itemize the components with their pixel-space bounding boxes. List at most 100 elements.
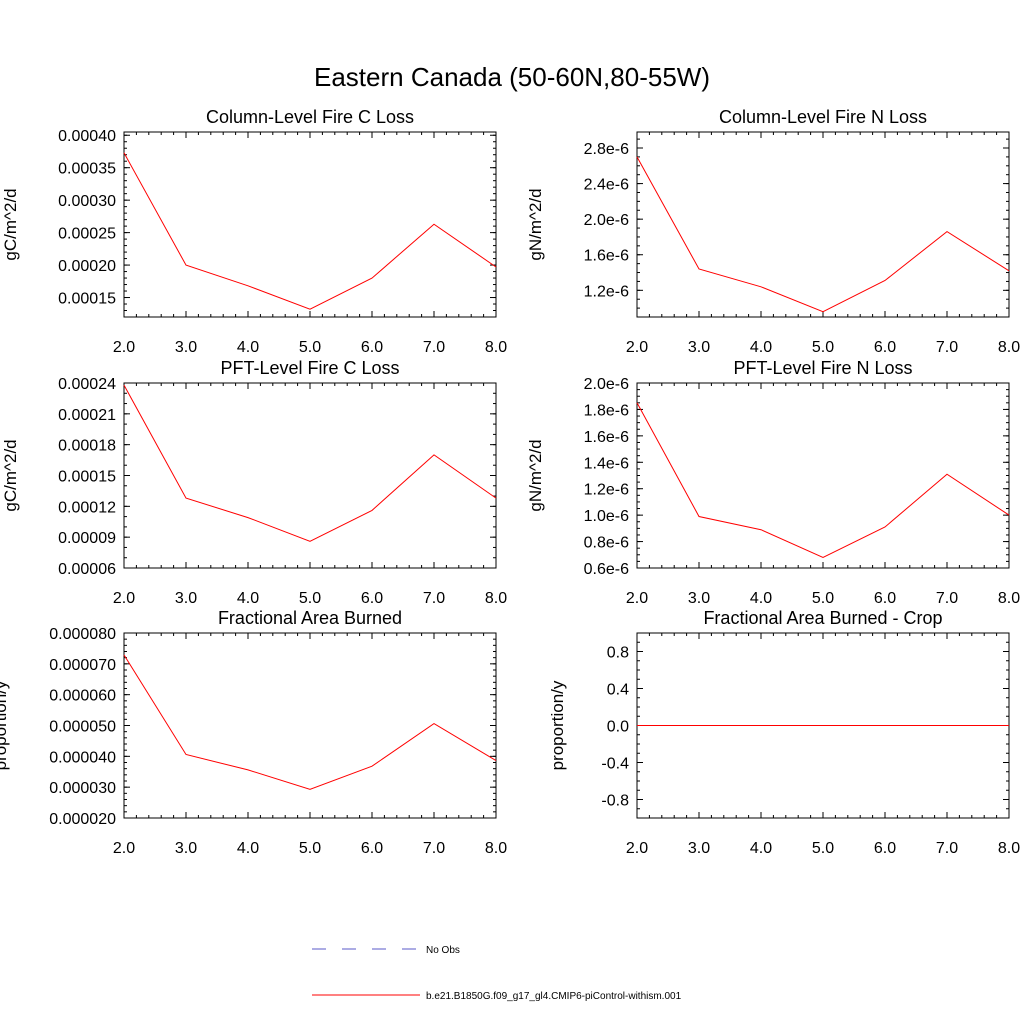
x-tick-label: 2.0 — [113, 840, 135, 857]
x-tick-label: 5.0 — [299, 840, 321, 857]
x-tick-label: 8.0 — [998, 339, 1020, 356]
y-axis-label: proportion/y — [548, 680, 567, 770]
y-tick-label: 1.0e-6 — [584, 508, 629, 525]
panel-title: Fractional Area Burned — [218, 608, 402, 628]
x-tick-label: 5.0 — [812, 339, 834, 356]
x-tick-label: 4.0 — [237, 590, 259, 607]
x-tick-label: 8.0 — [998, 590, 1020, 607]
x-tick-label: 6.0 — [874, 840, 896, 857]
y-tick-label: 0.6e-6 — [584, 561, 629, 578]
y-tick-label: 1.6e-6 — [584, 429, 629, 446]
x-tick-label: 7.0 — [423, 840, 445, 857]
series-line — [123, 384, 497, 542]
x-tick-label: 4.0 — [237, 339, 259, 356]
x-tick-label: 5.0 — [299, 339, 321, 356]
x-tick-label: 2.0 — [626, 339, 648, 356]
y-tick-label: 0.000080 — [49, 626, 116, 643]
y-tick-label: 0.00035 — [58, 161, 116, 178]
panel-4: PFT-Level Fire N Loss gN/m^2/d 2.0 3.0 4.0 5.… — [526, 358, 1020, 607]
x-tick-label: 6.0 — [874, 590, 896, 607]
panel-6: Fractional Area Burned - Crop proportion/… — [548, 608, 1020, 857]
x-tick-label: 8.0 — [485, 590, 507, 607]
x-tick-label: 8.0 — [485, 840, 507, 857]
x-tick-label: 3.0 — [175, 590, 197, 607]
x-tick-label: 5.0 — [812, 590, 834, 607]
x-tick-label: 2.0 — [113, 339, 135, 356]
plot-frame — [123, 131, 497, 318]
y-tick-label: 0.4 — [607, 682, 629, 699]
y-tick-label: 2.0e-6 — [584, 376, 629, 393]
y-tick-label: 0.000060 — [49, 688, 116, 705]
y-axis-label: gC/m^2/d — [1, 439, 20, 511]
panel-2: Column-Level Fire N Loss gN/m^2/d 2.0 3.0 4.… — [526, 107, 1020, 356]
y-tick-label: 0.000040 — [49, 749, 116, 766]
panels: Column-Level Fire C Loss gC/m^2/d 2.0 3.0 4.… — [0, 107, 1020, 857]
panel-title: Fractional Area Burned - Crop — [703, 608, 942, 628]
x-tick-label: 5.0 — [299, 590, 321, 607]
y-tick-label: 0.00021 — [58, 407, 116, 424]
series-line — [123, 654, 497, 790]
plot-frame — [636, 382, 1010, 569]
x-tick-label: 6.0 — [874, 339, 896, 356]
y-tick-label: 0.00009 — [58, 530, 116, 547]
y-tick-label: -0.4 — [601, 756, 629, 773]
x-tick-label: 3.0 — [688, 339, 710, 356]
panel-title: PFT-Level Fire N Loss — [733, 358, 912, 378]
y-tick-label: 1.2e-6 — [584, 283, 629, 300]
series-line — [123, 152, 497, 310]
x-tick-label: 4.0 — [750, 840, 772, 857]
panel-title: Column-Level Fire C Loss — [206, 107, 414, 127]
y-tick-label: 0.00018 — [58, 438, 116, 455]
x-tick-label: 2.0 — [113, 590, 135, 607]
y-tick-label: -0.8 — [601, 793, 629, 810]
y-axis-label: proportion/y — [0, 680, 10, 770]
x-tick-label: 5.0 — [812, 840, 834, 857]
y-tick-label: 0.000070 — [49, 657, 116, 674]
y-tick-label: 0.000050 — [49, 719, 116, 736]
y-tick-label: 0.00025 — [58, 226, 116, 243]
y-tick-label: 0.00015 — [58, 291, 116, 308]
y-tick-label: 2.8e-6 — [584, 141, 629, 158]
y-tick-label: 1.8e-6 — [584, 402, 629, 419]
x-tick-label: 6.0 — [361, 840, 383, 857]
x-tick-label: 6.0 — [361, 590, 383, 607]
plot-frame — [123, 382, 497, 569]
x-tick-label: 7.0 — [936, 840, 958, 857]
y-tick-label: 0.8 — [607, 645, 629, 662]
y-tick-label: 0.00024 — [58, 376, 116, 393]
series-line — [636, 156, 1010, 313]
y-tick-label: 2.4e-6 — [584, 177, 629, 194]
y-tick-label: 0.00030 — [58, 193, 116, 210]
y-tick-label: 1.6e-6 — [584, 248, 629, 265]
x-tick-label: 7.0 — [936, 590, 958, 607]
y-tick-label: 0.00015 — [58, 469, 116, 486]
x-tick-label: 3.0 — [688, 840, 710, 857]
x-tick-label: 7.0 — [423, 590, 445, 607]
panel-title: Column-Level Fire N Loss — [719, 107, 927, 127]
y-tick-label: 2.0e-6 — [584, 212, 629, 229]
y-tick-label: 0.000020 — [49, 811, 116, 828]
series-line — [636, 402, 1010, 558]
y-tick-label: 0.000030 — [49, 780, 116, 797]
y-tick-label: 0.00040 — [58, 128, 116, 145]
y-tick-label: 1.2e-6 — [584, 482, 629, 499]
panel-1: Column-Level Fire C Loss gC/m^2/d 2.0 3.0 4.… — [1, 107, 507, 356]
x-tick-label: 4.0 — [750, 590, 772, 607]
plot-frame — [123, 632, 497, 819]
x-tick-label: 2.0 — [626, 590, 648, 607]
x-tick-label: 4.0 — [750, 339, 772, 356]
x-tick-label: 8.0 — [485, 339, 507, 356]
y-tick-label: 0.0 — [607, 719, 629, 736]
panel-title: PFT-Level Fire C Loss — [220, 358, 399, 378]
y-tick-label: 1.4e-6 — [584, 455, 629, 472]
x-tick-label: 6.0 — [361, 339, 383, 356]
x-tick-label: 7.0 — [423, 339, 445, 356]
y-axis-label: gN/m^2/d — [526, 188, 545, 260]
x-tick-label: 8.0 — [998, 840, 1020, 857]
y-tick-label: 0.00020 — [58, 258, 116, 275]
panel-3: PFT-Level Fire C Loss gC/m^2/d 2.0 3.0 4.0 5.… — [1, 358, 507, 607]
y-tick-label: 0.8e-6 — [584, 535, 629, 552]
plot-frame — [636, 131, 1010, 318]
x-tick-label: 2.0 — [626, 840, 648, 857]
